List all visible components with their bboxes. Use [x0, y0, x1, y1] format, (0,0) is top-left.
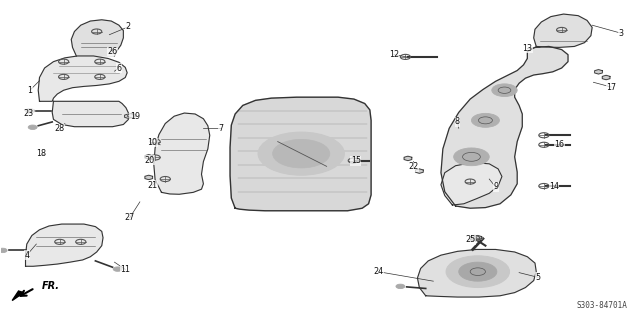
Polygon shape [71, 20, 123, 56]
Text: FR.: FR. [41, 281, 59, 291]
Text: 17: 17 [606, 83, 616, 92]
Polygon shape [52, 101, 128, 127]
Polygon shape [441, 163, 502, 205]
Circle shape [396, 284, 405, 289]
Polygon shape [128, 113, 135, 118]
Polygon shape [26, 224, 103, 266]
Polygon shape [230, 97, 371, 211]
Text: 4: 4 [24, 251, 29, 260]
Text: 18: 18 [36, 149, 46, 158]
Polygon shape [417, 250, 537, 297]
Text: 19: 19 [130, 112, 140, 121]
Text: S303-84701A: S303-84701A [576, 301, 627, 310]
Circle shape [459, 262, 497, 281]
Text: 10: 10 [147, 138, 158, 147]
Text: 20: 20 [144, 156, 154, 164]
Text: 9: 9 [493, 182, 498, 191]
Text: 14: 14 [549, 182, 559, 191]
Circle shape [454, 148, 489, 166]
Circle shape [272, 140, 330, 168]
Text: 8: 8 [455, 117, 460, 126]
Text: 7: 7 [218, 124, 223, 133]
Polygon shape [145, 175, 152, 180]
Circle shape [492, 84, 517, 97]
Text: 27: 27 [124, 213, 135, 222]
Polygon shape [415, 169, 423, 173]
Text: 25: 25 [465, 236, 475, 244]
Text: 5: 5 [535, 273, 541, 282]
Polygon shape [145, 155, 152, 159]
Circle shape [28, 125, 37, 130]
Text: 16: 16 [554, 140, 564, 149]
Polygon shape [38, 56, 127, 101]
Text: 6: 6 [116, 63, 121, 73]
Text: 26: 26 [107, 47, 117, 56]
Text: 24: 24 [373, 267, 383, 276]
Circle shape [113, 267, 122, 271]
Text: 13: 13 [523, 44, 532, 53]
Text: 1: 1 [27, 86, 33, 95]
Polygon shape [404, 156, 412, 161]
Polygon shape [124, 114, 132, 118]
Circle shape [471, 113, 500, 127]
Polygon shape [474, 236, 482, 240]
Circle shape [0, 248, 7, 252]
Text: 23: 23 [23, 108, 33, 117]
Text: 12: 12 [389, 50, 399, 59]
Circle shape [26, 108, 34, 113]
Text: 22: 22 [408, 163, 418, 172]
Text: 28: 28 [55, 124, 65, 133]
Polygon shape [154, 113, 210, 194]
Circle shape [258, 132, 345, 175]
Circle shape [446, 256, 510, 288]
Text: 15: 15 [351, 156, 361, 165]
Polygon shape [595, 69, 602, 74]
Text: 21: 21 [147, 181, 158, 190]
Polygon shape [441, 46, 568, 208]
Polygon shape [602, 75, 610, 80]
Text: 11: 11 [120, 265, 130, 274]
Polygon shape [12, 291, 24, 300]
Text: 2: 2 [126, 22, 131, 31]
Text: 3: 3 [618, 28, 623, 38]
Polygon shape [534, 14, 592, 47]
